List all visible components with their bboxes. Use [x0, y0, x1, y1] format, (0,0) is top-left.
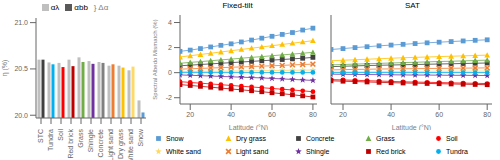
svg-text:60: 60	[435, 111, 443, 118]
html-text:Concrete: Concrete	[306, 135, 335, 142]
html-text:Dry grass: Dry grass	[236, 135, 266, 142]
html-text:Light sand: Light sand	[236, 148, 269, 155]
svg-text:80: 80	[483, 111, 491, 118]
html-text:Shingle: Shingle	[306, 148, 330, 155]
svg-text:Red brick: Red brick	[67, 129, 74, 159]
svg-text:2: 2	[168, 44, 172, 51]
html-text:αλ: αλ	[50, 2, 60, 12]
svg-text:20: 20	[339, 111, 347, 118]
html-text:Grass: Grass	[376, 135, 395, 142]
svg-text:Spectral Albedo Mismatch (%): Spectral Albedo Mismatch (%)	[152, 19, 158, 99]
svg-text:40: 40	[387, 111, 395, 118]
svg-text:80: 80	[309, 111, 317, 118]
html-text:Red brick: Red brick	[376, 148, 406, 155]
svg-text:STC: STC	[37, 129, 44, 143]
svg-text:Dry grass: Dry grass	[117, 129, 125, 159]
svg-text:Latitude (°N): Latitude (°N)	[392, 124, 431, 130]
svg-text:η (%): η (%)	[8, 60, 9, 77]
svg-text:Tundra: Tundra	[47, 129, 54, 151]
svg-text:20: 20	[186, 111, 194, 118]
html-text:SAT: SAT	[405, 1, 420, 10]
html-text:} Δα: } Δα	[93, 2, 109, 12]
svg-text:Light sand: Light sand	[107, 129, 115, 160]
svg-text:-2: -2	[166, 94, 172, 101]
html-text:Snow: Snow	[166, 135, 184, 142]
html-text:Fixed-tilt: Fixed-tilt	[222, 1, 253, 10]
svg-text:20.0: 20.0	[14, 112, 28, 119]
svg-text:4: 4	[168, 19, 172, 26]
html-text:αbb: αbb	[74, 2, 88, 12]
svg-text:21.0: 21.0	[14, 19, 28, 26]
svg-text:Concrete: Concrete	[97, 129, 104, 158]
svg-text:Latitude (°N): Latitude (°N)	[229, 124, 268, 130]
svg-text:White sand: White sand	[127, 129, 134, 160]
svg-text:20.5: 20.5	[14, 65, 28, 72]
svg-text:Grass: Grass	[77, 129, 84, 148]
svg-text:Soil: Soil	[57, 129, 64, 141]
svg-text:60: 60	[268, 111, 276, 118]
svg-text:Snow: Snow	[137, 128, 144, 146]
html-text:Soil: Soil	[446, 135, 458, 142]
svg-text:0: 0	[168, 69, 172, 76]
svg-text:40: 40	[227, 111, 235, 118]
html-text:White sand: White sand	[166, 148, 201, 155]
svg-text:Shingle: Shingle	[87, 129, 95, 152]
html-text:Tundra: Tundra	[446, 148, 468, 155]
